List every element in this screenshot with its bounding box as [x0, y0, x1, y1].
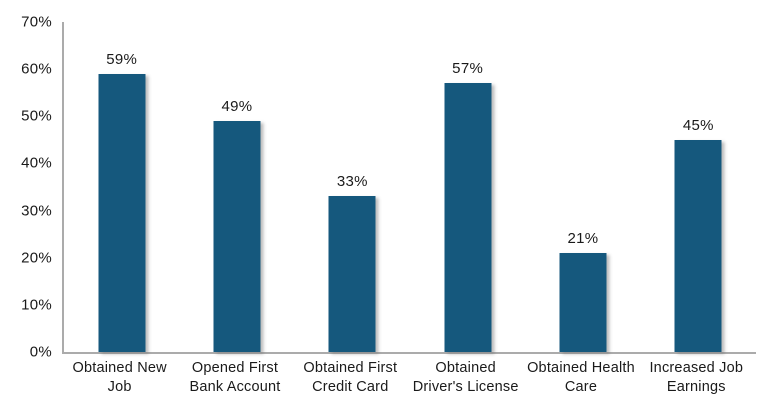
bar-slot: 45% — [641, 22, 756, 352]
y-tick-label: 60% — [21, 60, 52, 78]
bar: 21% — [559, 230, 607, 352]
category-label: Increased Job Earnings — [649, 360, 744, 395]
plot-area: 59% 49% 33% 57% 21% 45% — [62, 22, 756, 354]
category-label: Obtained First Credit Card — [303, 360, 398, 395]
bar-slot: 21% — [525, 22, 640, 352]
bar-value-label: 45% — [682, 116, 714, 134]
category-label: Obtained New Job — [72, 360, 167, 395]
bar-value-label: 33% — [336, 173, 368, 191]
bar-slot: 49% — [179, 22, 294, 352]
bar: 33% — [328, 173, 376, 352]
bar-slot: 57% — [410, 22, 525, 352]
category-label: Opened First Bank Account — [189, 360, 281, 395]
bar: 57% — [444, 60, 492, 352]
y-tick-label: 0% — [29, 343, 52, 361]
category-label: Obtained Health Care — [527, 360, 635, 395]
plot-slots: 59% 49% 33% 57% 21% 45% — [64, 22, 756, 352]
bar-value-label: 59% — [106, 50, 138, 68]
y-axis: 0% 10% 20% 30% 40% 50% 60% 70% — [0, 14, 52, 361]
bar-slot: 33% — [295, 22, 410, 352]
bar-value-label: 21% — [567, 230, 599, 247]
bar-value-label: 57% — [452, 60, 484, 78]
bar: 45% — [674, 117, 722, 352]
y-tick-label: 70% — [21, 13, 52, 31]
category-labels: Obtained New Job Opened First Bank Accoun… — [62, 359, 754, 396]
y-tick-label: 50% — [21, 107, 52, 125]
y-tick-label: 10% — [21, 296, 52, 314]
bar-value-label: 49% — [221, 98, 253, 115]
bar: 59% — [98, 51, 146, 352]
category-label: Obtained Driver's License — [412, 360, 519, 395]
bar: 49% — [213, 98, 261, 352]
y-tick-label: 20% — [21, 249, 52, 267]
y-tick-label: 40% — [21, 154, 52, 172]
y-tick-label: 30% — [21, 202, 52, 220]
bar-slot: 59% — [64, 22, 179, 352]
